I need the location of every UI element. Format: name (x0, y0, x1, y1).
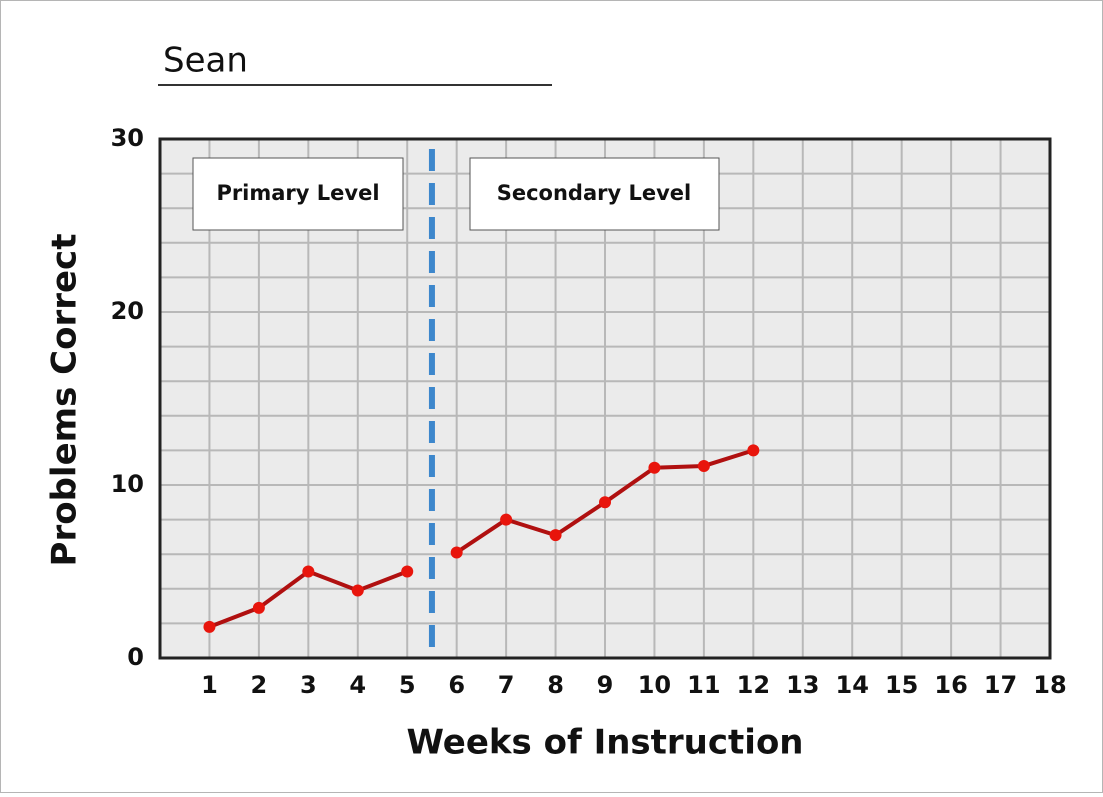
x-tick-label: 18 (1033, 671, 1066, 699)
data-point (401, 565, 414, 578)
data-point (747, 444, 760, 457)
plot-border (158, 137, 1052, 660)
x-tick-label: 10 (638, 671, 671, 699)
x-tick-label: 9 (597, 671, 614, 699)
x-tick-label: 1 (201, 671, 218, 699)
x-tick-label: 12 (737, 671, 770, 699)
x-tick-label: 6 (448, 671, 465, 699)
data-point (351, 584, 364, 597)
data-point (648, 461, 661, 474)
data-point (203, 620, 216, 633)
data-point (302, 565, 315, 578)
x-tick-label: 13 (786, 671, 819, 699)
marks (203, 149, 760, 650)
data-point (697, 459, 710, 472)
x-tick-label: 15 (885, 671, 918, 699)
data-point (500, 513, 513, 526)
phase-label-box (469, 157, 720, 231)
x-tick-label: 2 (251, 671, 268, 699)
student-name: Sean (163, 41, 248, 81)
phase-label-box (192, 157, 404, 231)
x-axis-label: Weeks of Instruction (406, 723, 803, 763)
data-point (599, 496, 611, 509)
phase-label: Primary Level (216, 181, 379, 205)
x-tick-label: 5 (399, 671, 416, 699)
x-tick-label: 17 (984, 671, 1017, 699)
data-point (549, 529, 562, 542)
y-tick-label: 20 (111, 297, 144, 325)
y-axis-label: Problems Correct (45, 234, 85, 567)
x-tick-label: 7 (498, 671, 515, 699)
x-tick-label: 14 (836, 671, 869, 699)
y-tick-label: 0 (127, 643, 144, 671)
x-tick-label: 16 (934, 671, 967, 699)
x-tick-label: 4 (349, 671, 366, 699)
y-tick-label: 30 (111, 124, 144, 152)
x-tick-label: 11 (687, 671, 720, 699)
y-tick-label: 10 (111, 470, 144, 498)
data-point (252, 601, 265, 614)
x-tick-label: 8 (547, 671, 564, 699)
phase-label: Secondary Level (497, 181, 692, 205)
data-point (450, 546, 463, 559)
x-tick-label: 3 (300, 671, 317, 699)
